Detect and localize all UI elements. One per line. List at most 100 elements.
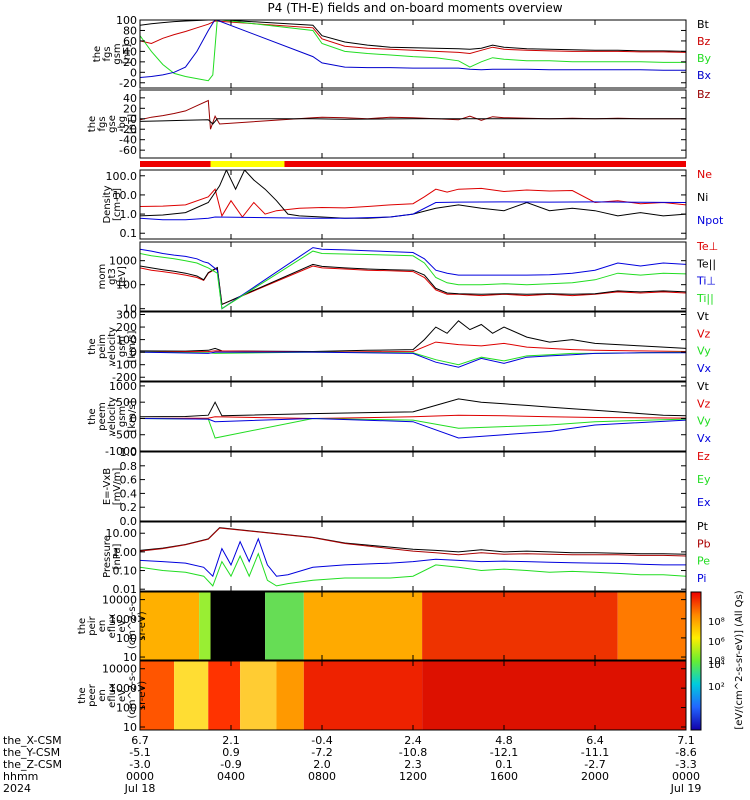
- ephemeris-value: -0.4: [311, 734, 332, 747]
- panel-efield: 1.00.80.60.40.20.0 E=-VxB[mV/m] Ez Ey Ex: [102, 446, 711, 528]
- panel-stack: 100806040200-20thefgsgsm[nT]BtBzByBx4020…: [77, 14, 724, 734]
- series-line-vx-3: [140, 417, 686, 439]
- spectrogram-band-4: [276, 661, 304, 730]
- legend-entry: Vy: [697, 345, 711, 358]
- ephemeris-value: 2.1: [222, 734, 240, 747]
- y-tick-label: -20: [119, 123, 137, 136]
- y-tick-label: 100: [116, 279, 137, 292]
- ephemeris-value: -2.7: [584, 758, 605, 771]
- ephemeris-value: 0800: [308, 770, 336, 783]
- legend-entry: Ex: [697, 496, 711, 509]
- y-tick-label: -1000: [105, 445, 137, 458]
- legend-entry: Vt: [697, 380, 710, 393]
- y-axis-label: thepeimvelocitygsm[km/s]: [87, 327, 138, 366]
- series-line-bz-1: [140, 118, 686, 125]
- spectrogram-band-1: [199, 592, 211, 660]
- legend-entry: Ti⊥: [696, 275, 716, 288]
- panel-peer_eflux: 10000 1000 100 10 thepeerenefluxeV(cm^2-s-sr…: [77, 660, 687, 734]
- ephemeris-value: -8.6: [675, 746, 696, 759]
- y-axis-label-line: the: [87, 338, 98, 354]
- legend-entry: Ti||: [696, 292, 714, 305]
- y-axis-label: Density[cm-3]: [102, 185, 123, 223]
- y-axis-label-line: -bg: [117, 116, 128, 132]
- y-tick-label: 20: [123, 102, 137, 115]
- y-axis-label-line: [cm-3]: [112, 188, 123, 221]
- series-line-bz-1: [140, 20, 686, 55]
- y-axis-label-line: peim: [97, 334, 108, 359]
- ephemeris-value: 6.7: [131, 734, 149, 747]
- y-tick-label: 0.10: [113, 565, 138, 578]
- y-axis-label-line: [nT]: [122, 44, 133, 64]
- legend-entry: Ez: [697, 450, 710, 463]
- ephemeris-row-label: the_Z-CSM: [3, 758, 62, 771]
- y-axis-label-line: eflux: [107, 683, 118, 708]
- ephemeris-value: 6.4: [586, 734, 604, 747]
- y-axis-label-line: fgs: [97, 116, 108, 131]
- y-axis-label: thepeemvelocitygsm[km/s]: [87, 397, 138, 436]
- legend-entry: Vx: [697, 432, 712, 445]
- y-axis-label-line: gsm: [117, 406, 128, 427]
- colorbar: 10⁸ 10⁶ 10⁴ 10² 10⁸ [eV/(cm^2-s-sr-eV)] (All …: [690, 590, 745, 731]
- series-line-bz-0: [140, 99, 686, 130]
- series-line-pe-2: [140, 552, 686, 587]
- legend-entry: Te⊥: [696, 240, 718, 253]
- y-tick-label: 200: [116, 321, 137, 334]
- y-tick-label: 10000: [102, 663, 137, 676]
- spectrogram-band-4: [303, 592, 423, 660]
- figure-title: P4 (TH-E) fields and on-board moments ov…: [267, 1, 562, 15]
- y-tick-label: -60: [119, 144, 137, 157]
- ephemeris-value: 0400: [217, 770, 245, 783]
- y-axis-label-line: [mV/m]: [112, 468, 123, 506]
- series-line-vt-0: [140, 320, 686, 353]
- spectrogram-band-5: [303, 661, 423, 730]
- series-line-ne-0: [140, 187, 686, 218]
- y-axis-label-line: the: [87, 408, 98, 424]
- y-tick-label: 100: [116, 14, 137, 27]
- series-line-npot-2: [140, 201, 686, 221]
- y-tick-label: 300: [116, 309, 137, 322]
- ephemeris-value: -11.1: [581, 746, 609, 759]
- y-axis-label-line: [nT]: [127, 114, 138, 134]
- legend-entry: Vz: [697, 397, 711, 410]
- y-tick-label: 0.0: [120, 515, 138, 528]
- spectrogram-band-6: [617, 592, 686, 660]
- ephemeris-row-label: the_Y-CSM: [3, 746, 60, 759]
- y-axis-label-line: the: [77, 687, 88, 703]
- y-axis-label-line: the: [77, 618, 88, 634]
- y-axis-label-line: [eV]: [117, 266, 128, 287]
- ephemeris-value: -3.0: [129, 758, 150, 771]
- spectrogram-band-1: [174, 661, 209, 730]
- y-axis-label-line: sr-eV): [137, 611, 148, 640]
- y-axis-label-line: sr-eV): [137, 681, 148, 710]
- panel-frame: [139, 451, 687, 522]
- legend-entry: Te||: [696, 257, 716, 270]
- y-axis-label-line: eV: [117, 619, 128, 632]
- ephemeris-value: 4.8: [495, 734, 513, 747]
- colorbar-tick-label: 10⁴: [708, 660, 725, 671]
- y-tick-label: 100: [116, 632, 137, 645]
- series-line-te-1: [140, 263, 686, 306]
- y-tick-label: 40: [123, 92, 137, 105]
- ephemeris-value: -3.3: [675, 758, 696, 771]
- panel-peem_velocity: 1000 500 0 -500 -1000 thepeemvelocitygsm[km/s…: [87, 380, 712, 458]
- y-tick-label: 0.4: [120, 487, 138, 500]
- colorbar-tick-label: 10⁶: [708, 637, 725, 648]
- y-tick-label: 1000: [109, 613, 137, 626]
- y-tick-label: 40: [123, 45, 137, 58]
- panel-temperature: 1000 100 10 momgt3[eV] Te⊥ Te|| Ti⊥ Ti||: [97, 240, 718, 316]
- y-axis-label-line: peir: [87, 615, 98, 635]
- y-tick-label: 1.0: [120, 446, 138, 459]
- y-axis-label-line: [nPa]: [112, 543, 123, 569]
- legend-entry: Ni: [697, 191, 708, 204]
- series-line-ti-2: [140, 247, 686, 310]
- y-tick-label: 0.6: [120, 474, 138, 487]
- y-axis-label: E=-VxB[mV/m]: [102, 468, 123, 506]
- panel-frame: [139, 311, 687, 382]
- y-tick-label: 0: [130, 346, 137, 359]
- spectrogram-band-6: [422, 661, 686, 730]
- ephemeris-value: 2.0: [313, 758, 331, 771]
- ephemeris-value: 0.1: [495, 758, 513, 771]
